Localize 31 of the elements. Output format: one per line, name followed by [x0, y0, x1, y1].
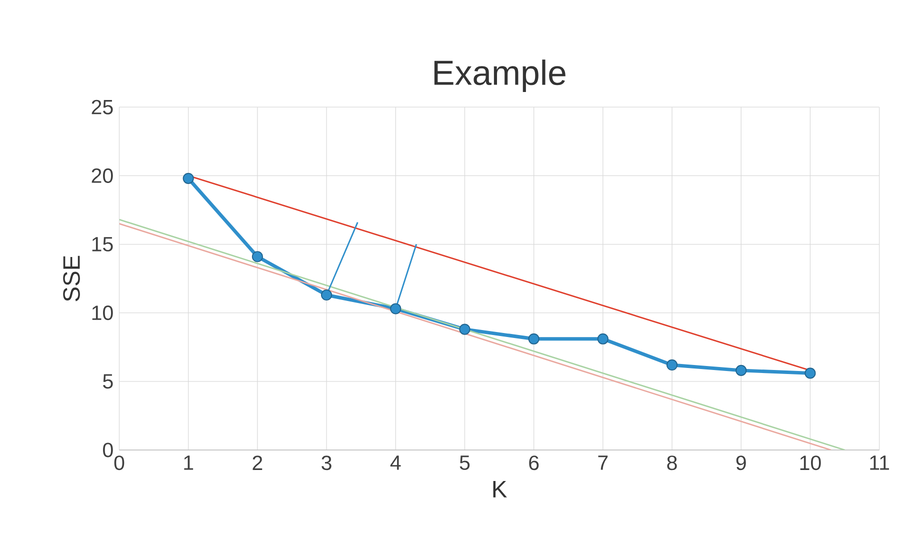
x-tick-label: 5 [460, 456, 470, 470]
point [666, 360, 678, 371]
point [390, 303, 402, 314]
x-tick-label: 3 [322, 456, 332, 470]
y-tick-label: 15 [92, 237, 113, 252]
x-tick-label: 0 [114, 456, 124, 470]
x-tick-label: 7 [598, 456, 608, 470]
point [597, 333, 608, 345]
point [459, 324, 470, 335]
y-tick-label: 10 [92, 306, 113, 320]
x-tick-label: 9 [736, 456, 746, 470]
x-tick-label: 10 [800, 456, 821, 470]
point [528, 333, 540, 345]
x-tick-label: 1 [184, 456, 194, 470]
x-tick-label: 6 [529, 456, 539, 470]
y-axis-title: SSE [63, 256, 80, 302]
chart-title: Example [434, 60, 566, 92]
x-tick-label: 8 [667, 456, 677, 470]
y-tick-label: 25 [92, 100, 113, 114]
y-tick-label: 5 [103, 374, 113, 389]
x-axis-title: K [493, 481, 507, 498]
y-tick-label: 20 [92, 168, 113, 184]
x-tick-label: 2 [252, 456, 262, 470]
point [321, 290, 332, 301]
point [252, 251, 263, 262]
x-tick-label: 4 [390, 456, 401, 470]
point [804, 368, 816, 379]
point [182, 172, 194, 184]
y-tick-label: 0 [103, 442, 113, 458]
x-tick-label: 11 [870, 456, 889, 470]
point [736, 365, 747, 376]
